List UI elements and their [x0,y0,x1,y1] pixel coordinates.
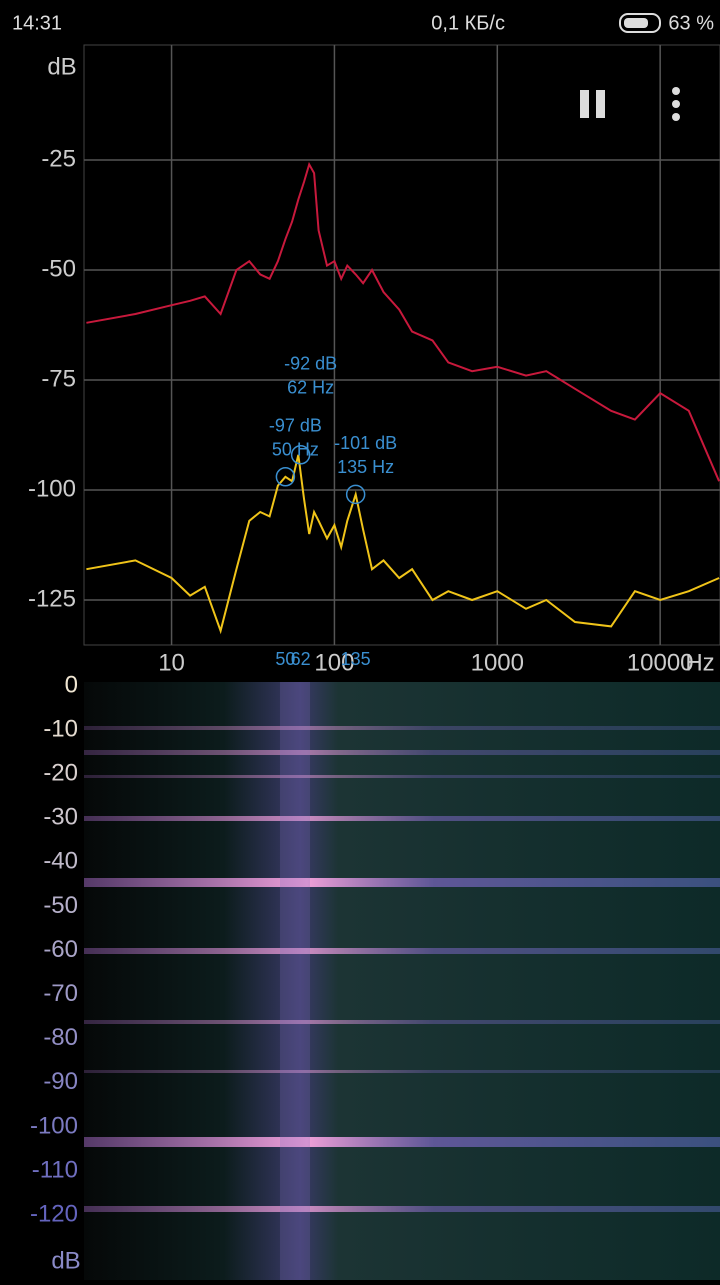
spectrogram-tick-label: -50 [43,892,78,919]
peak-db-label: -101 dB [334,433,397,453]
spectrogram-tick-label: -60 [43,936,78,963]
peak-hz-label: 62 Hz [287,378,334,398]
spectrogram-tick-label: -110 [32,1156,78,1183]
spectrogram-tick-label: -120 [30,1201,78,1228]
pause-button-bar[interactable] [596,90,605,118]
status-bar [0,0,720,40]
peak-marker [345,484,366,505]
peak-axis-label: 62 [291,649,311,669]
spectrogram-tick-label: -20 [43,760,78,787]
peak-db-label: -92 dB [284,354,337,374]
spectrogram-tick-label: -100 [30,1112,78,1139]
spectrogram-tick-label: -10 [43,715,78,742]
peak-db-label: -97 dB [269,416,322,436]
spectrogram-tick-label: 0 [65,671,78,698]
spectrogram-tick-label: -40 [43,848,78,875]
battery-icon [619,13,661,33]
x-tick-label: 100 [314,649,354,676]
battery-level: 63 % [668,12,714,34]
plot-area [83,44,720,646]
spectrogram-unit: dB [51,1247,80,1274]
y-axis-label: dB [47,53,76,80]
spectrogram-tick-label: -80 [43,1024,78,1051]
x-tick-label: 10 [158,649,185,676]
spectrogram-bands [84,682,720,1280]
peak-axis-label: 135 [341,649,371,669]
x-tick-label: 1000 [471,649,524,676]
spectrum-line [86,454,720,635]
peak-hz-label: 135 Hz [337,457,394,477]
spectrum-line [86,161,720,482]
spectrogram-tick-label: -70 [43,980,78,1007]
clock: 14:31 [12,12,62,34]
spectrogram-tick-label: -90 [43,1068,78,1095]
spectrogram [84,682,720,1280]
menu-button[interactable] [672,87,680,121]
y-tick-label: -100 [28,475,76,502]
battery-fill [624,18,648,28]
x-axis-label: Hz [685,649,714,676]
x-tick-label: 10000 [627,649,694,676]
peak-axis-label: 50 [275,649,295,669]
peak-hz-label: 50 Hz [272,440,319,460]
peak-marker [290,445,311,465]
network-speed: 0,1 КБ/с [431,12,505,34]
pause-button[interactable] [580,90,589,118]
y-tick-label: -125 [28,585,76,612]
y-tick-label: -50 [41,255,76,282]
peak-marker [275,467,296,487]
y-tick-label: -75 [41,365,76,392]
y-tick-label: -25 [41,145,76,172]
spectrogram-tick-label: -30 [43,804,78,831]
